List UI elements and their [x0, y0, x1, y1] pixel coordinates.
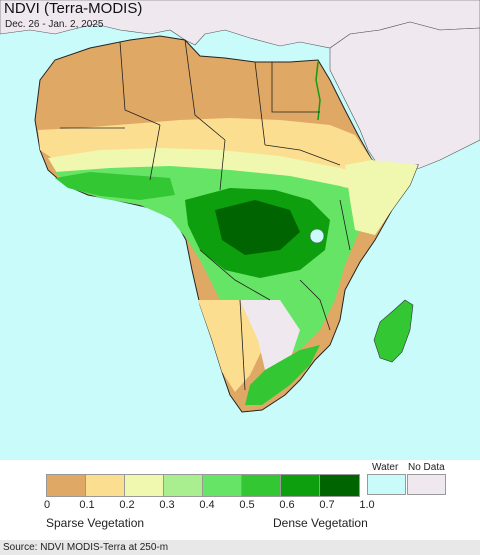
legend-tick-label: 0: [43, 499, 51, 511]
legend-tick-label: 1.0: [359, 499, 375, 511]
west-africa-forest: [55, 172, 175, 200]
legend-tick-label: 0.4: [199, 499, 215, 511]
legend-dense-label: Dense Vegetation: [273, 516, 368, 530]
southern-nodata: [240, 300, 300, 370]
legend-sparse-label: Sparse Vegetation: [46, 516, 145, 530]
legend: Water No Data 0 0.1 0.2 0.3 0.4 0.5 0.6 0.7 1.0 …: [0, 460, 480, 540]
lake-victoria: [309, 228, 325, 244]
legend-tick-label: 0.7: [319, 499, 335, 511]
legend-tick-label: 0.6: [279, 499, 295, 511]
legend-swatch-0: [47, 475, 86, 496]
legend-swatch-2: [125, 475, 164, 496]
legend-swatch-6: [281, 475, 320, 496]
legend-color-scale: [46, 474, 360, 497]
source-credit: Source: NDVI MODIS-Terra at 250-m: [0, 540, 480, 555]
legend-swatch-1: [86, 475, 125, 496]
horn-of-africa: [345, 160, 418, 235]
congo-forest-core: [215, 200, 300, 255]
legend-nodata-swatch: [407, 474, 446, 495]
map-date-range: Dec. 26 - Jan. 2, 2025: [5, 19, 104, 30]
kalahari-namib: [198, 300, 262, 392]
legend-tick-label: 0.5: [239, 499, 255, 511]
map-title: NDVI (Terra-MODIS): [4, 0, 143, 17]
legend-swatch-3: [164, 475, 203, 496]
country-borders: [60, 39, 351, 391]
legend-swatch-5: [242, 475, 281, 496]
legend-tick-label: 0.3: [159, 499, 175, 511]
madagascar: [373, 299, 414, 363]
nile-river: [315, 61, 321, 121]
legend-water-swatch: [367, 474, 406, 495]
south-coast-green: [245, 345, 320, 405]
legend-swatch-7: [320, 475, 359, 496]
legend-water-label: Water: [372, 462, 399, 473]
legend-tick-label: 0.2: [119, 499, 135, 511]
legend-tick-label: 0.1: [79, 499, 95, 511]
arabia-landmass: [329, 21, 480, 173]
legend-swatch-4: [203, 475, 242, 496]
ndvi-map: NDVI (Terra-MODIS) Dec. 26 - Jan. 2, 202…: [0, 0, 480, 460]
map-canvas: [0, 0, 480, 413]
legend-nodata-label: No Data: [408, 462, 445, 473]
